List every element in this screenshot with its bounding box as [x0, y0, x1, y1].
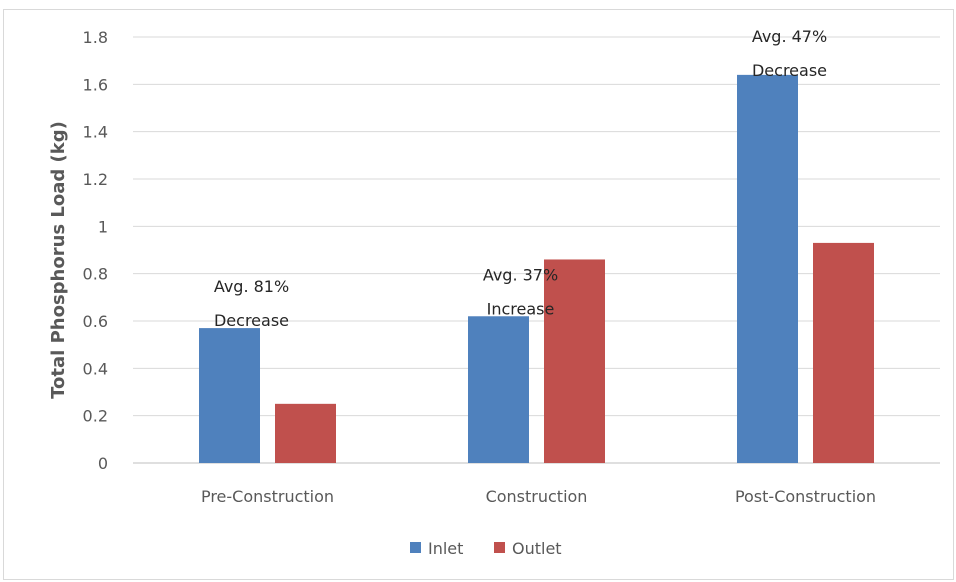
y-tick-label: 1.6: [83, 75, 108, 94]
y-axis-title: Total Phosphorus Load (kg): [48, 121, 69, 399]
y-tick-label: 0.4: [83, 359, 108, 378]
y-tick-label: 0.6: [83, 312, 108, 331]
annotation-line: Avg. 47%: [752, 27, 827, 46]
y-axis-ticks: 0 0.2 0.4 0.6 0.8 1 1.2 1.4 1.6 1.8: [83, 28, 108, 473]
gridlines: [133, 36, 940, 464]
y-tick-label: 0.8: [83, 265, 108, 284]
annotation-line: Decrease: [214, 311, 289, 330]
y-tick-label: 0.2: [83, 407, 108, 426]
bar-outlet-1: [544, 259, 605, 463]
x-axis-categories: Pre-Construction Construction Post-Constru…: [201, 487, 876, 506]
annotation-line: Increase: [487, 299, 555, 318]
bar-inlet-0: [199, 328, 260, 463]
y-tick-label: 1.4: [83, 123, 108, 142]
category-label: Post-Construction: [735, 487, 876, 506]
annotation-line: Avg. 81%: [214, 277, 289, 296]
y-tick-label: 1: [98, 217, 108, 236]
legend-label: Inlet: [428, 539, 463, 558]
category-label: Construction: [486, 487, 588, 506]
legend-label: Outlet: [512, 539, 562, 558]
bar-inlet-2: [737, 74, 798, 463]
legend-swatch-inlet: [410, 542, 421, 553]
bars: [199, 74, 874, 463]
annotation-line: Decrease: [752, 61, 827, 80]
bar-outlet-2: [813, 242, 874, 463]
y-tick-label: 0: [98, 454, 108, 473]
legend-swatch-outlet: [494, 542, 505, 553]
bar-inlet-1: [468, 316, 529, 463]
annotations: Avg. 81% Decrease Avg. 37% Increase Avg. 47%…: [214, 27, 827, 330]
category-label: Pre-Construction: [201, 487, 334, 506]
bar-outlet-0: [275, 403, 336, 463]
legend: Inlet Outlet: [410, 539, 562, 558]
y-tick-label: 1.8: [83, 28, 108, 47]
annotation-line: Avg. 37%: [483, 265, 558, 284]
y-tick-label: 1.2: [83, 170, 108, 189]
